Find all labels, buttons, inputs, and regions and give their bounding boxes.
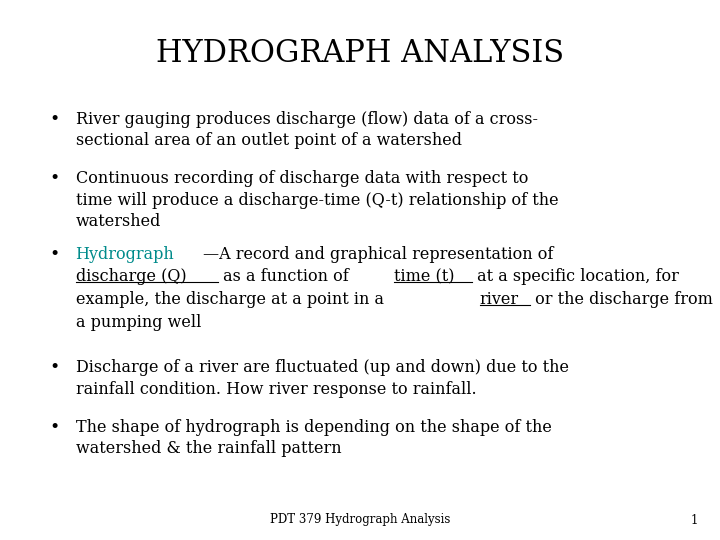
Text: River gauging produces discharge (flow) data of a cross-
sectional area of an ou: River gauging produces discharge (flow) …: [76, 111, 538, 149]
Text: •: •: [49, 246, 59, 262]
Text: •: •: [49, 359, 59, 376]
Text: river: river: [480, 291, 518, 308]
Text: at a specific location, for: at a specific location, for: [472, 268, 679, 285]
Text: The shape of hydrograph is depending on the shape of the
watershed & the rainfal: The shape of hydrograph is depending on …: [76, 418, 552, 457]
Text: —A record and graphical representation of: —A record and graphical representation o…: [203, 246, 554, 262]
Text: as a function of: as a function of: [218, 268, 354, 285]
Text: 1: 1: [691, 514, 698, 526]
Text: a pumping well: a pumping well: [76, 314, 201, 330]
Text: Continuous recording of discharge data with respect to
time will produce a disch: Continuous recording of discharge data w…: [76, 170, 558, 230]
Text: PDT 379 Hydrograph Analysis: PDT 379 Hydrograph Analysis: [270, 514, 450, 526]
Text: •: •: [49, 111, 59, 127]
Text: example, the discharge at a point in a: example, the discharge at a point in a: [76, 291, 389, 308]
Text: discharge (Q): discharge (Q): [76, 268, 186, 285]
Text: •: •: [49, 170, 59, 187]
Text: time (t): time (t): [394, 268, 454, 285]
Text: or the discharge from: or the discharge from: [530, 291, 713, 308]
Text: HYDROGRAPH ANALYSIS: HYDROGRAPH ANALYSIS: [156, 38, 564, 69]
Text: Discharge of a river are fluctuated (up and down) due to the
rainfall condition.: Discharge of a river are fluctuated (up …: [76, 359, 569, 397]
Text: Hydrograph: Hydrograph: [76, 246, 174, 262]
Text: •: •: [49, 418, 59, 435]
